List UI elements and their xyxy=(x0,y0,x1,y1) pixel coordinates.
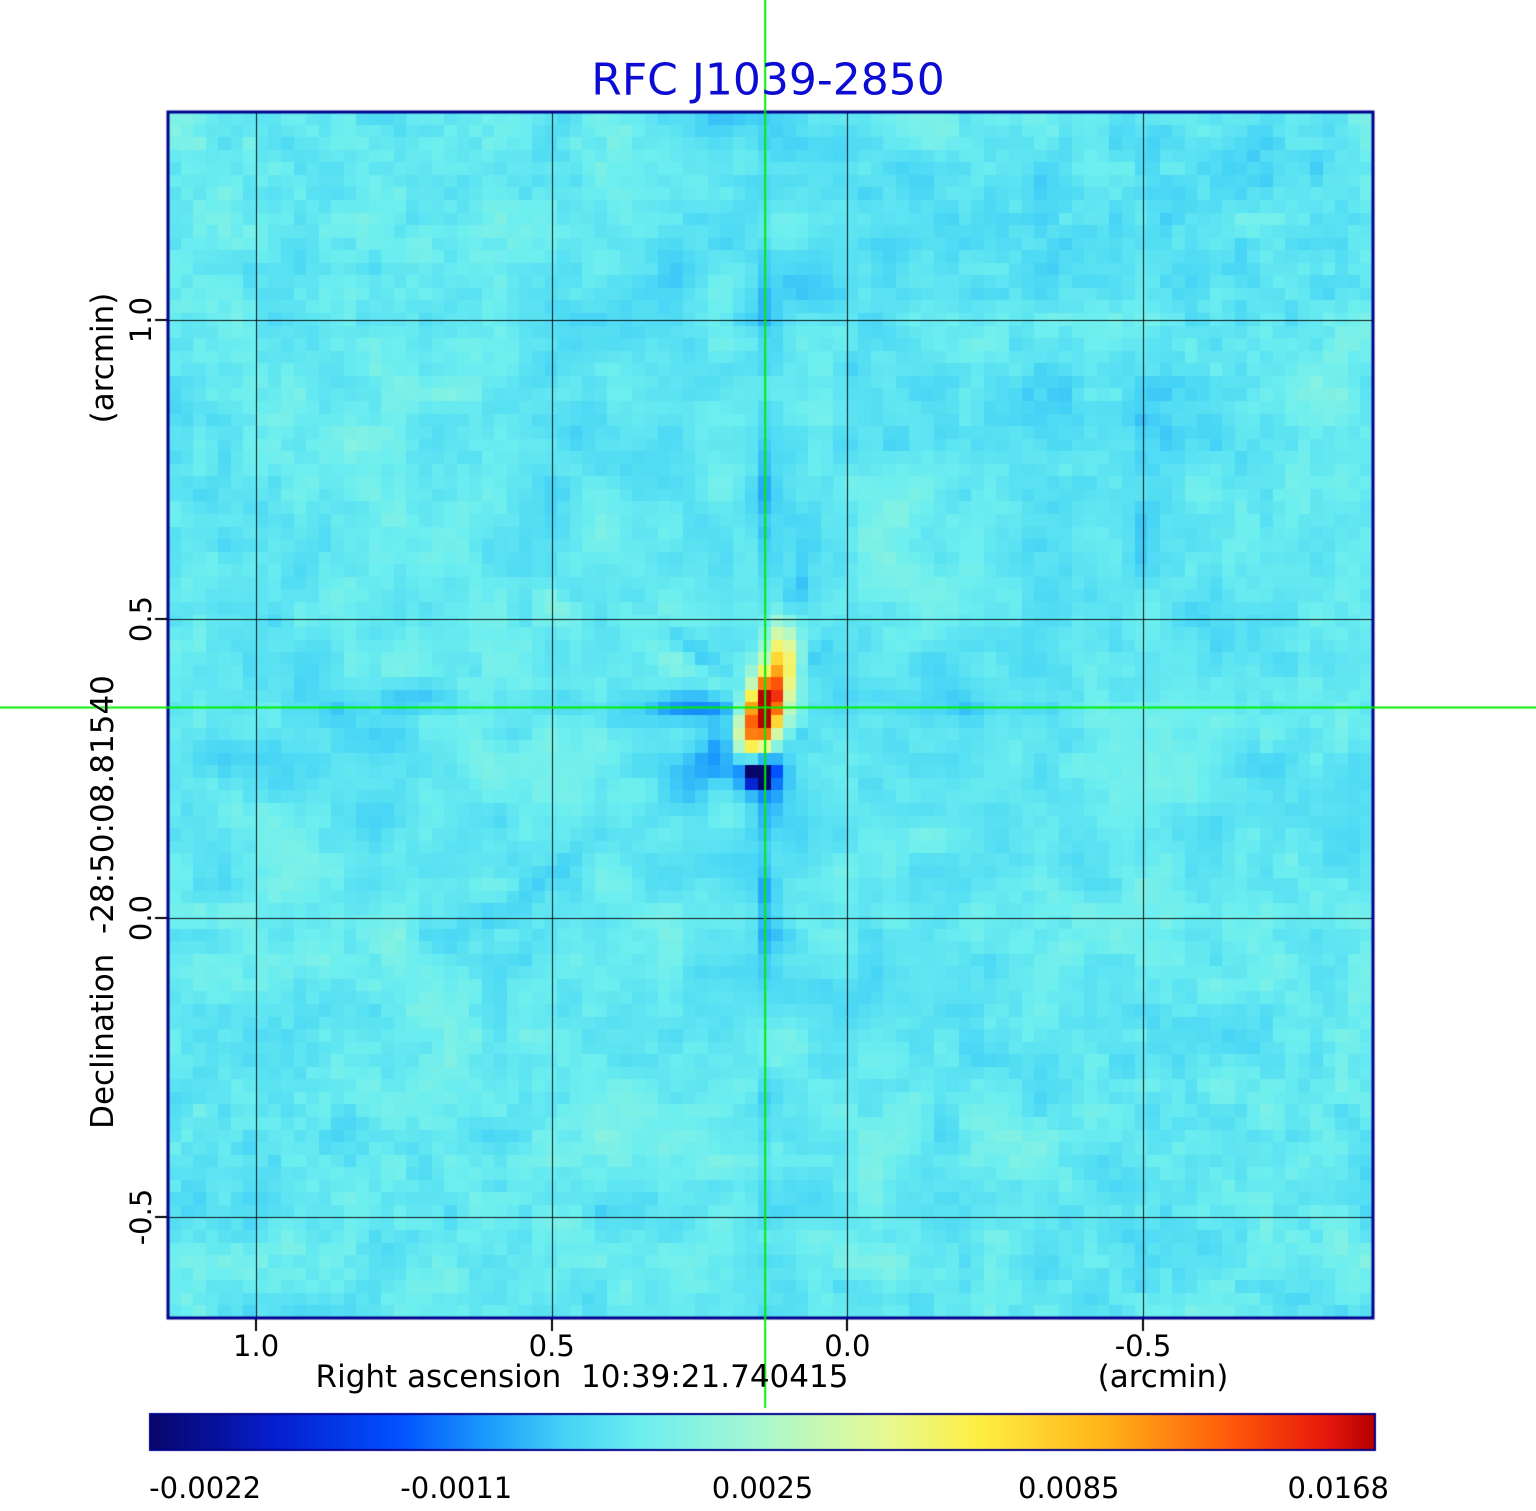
colorbar-tick-label: -0.0022 xyxy=(149,1471,262,1505)
x-axis-unit-label: (arcmin) xyxy=(1097,1359,1229,1395)
x-tick-label: 0.0 xyxy=(824,1329,871,1363)
y-tick-label: 0.5 xyxy=(124,595,158,643)
x-axis-label: Right ascension 10:39:21.740415 xyxy=(315,1359,849,1395)
y-axis-label: Declination -28:50:08.81540 xyxy=(85,675,121,1129)
x-tick-label: 0.5 xyxy=(528,1329,575,1363)
x-tick-label: -0.5 xyxy=(1114,1329,1172,1363)
y-tick-label: 0.0 xyxy=(124,894,158,942)
x-tick-label: 1.0 xyxy=(233,1329,280,1363)
y-tick-label: 1.0 xyxy=(124,297,158,344)
colorbar-tick-label: 0.0168 xyxy=(1287,1471,1389,1505)
colorbar-tick-label: -0.0011 xyxy=(400,1471,513,1505)
y-tick-label: -0.5 xyxy=(124,1188,158,1246)
y-axis-unit-label: (arcmin) xyxy=(85,292,121,424)
figure-title: RFC J1039-2850 xyxy=(591,54,945,106)
colorbar-tick-label: 0.0025 xyxy=(711,1471,814,1505)
colorbar-tick-label: 0.0085 xyxy=(1018,1471,1120,1505)
